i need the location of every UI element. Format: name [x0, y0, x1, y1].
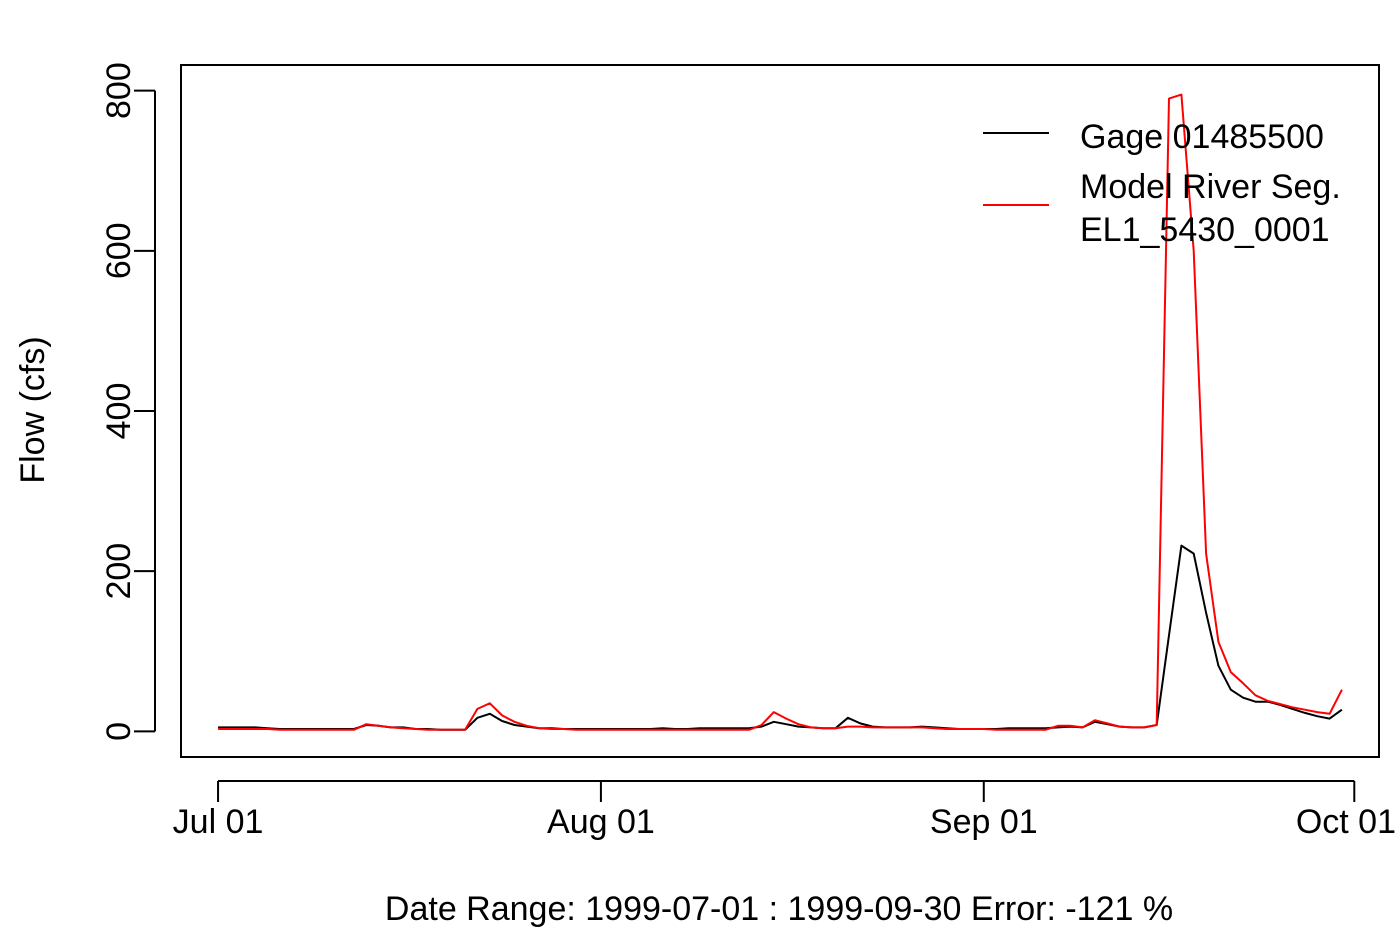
legend: Gage 01485500 Model River Seg. EL1_5430_… — [983, 118, 1350, 249]
legend-model-label: Model River Seg. EL1_5430_0001 — [1080, 168, 1350, 249]
x-axis: Jul 01 Aug 01 Sep 01 Oct 01 — [173, 780, 1396, 841]
y-axis: 0 200 400 600 800 — [100, 62, 156, 741]
x-tick-label: Sep 01 — [930, 803, 1038, 841]
x-tick-label: Oct 01 — [1296, 803, 1396, 841]
x-tick-label: Jul 01 — [173, 803, 264, 841]
plot-frame — [180, 64, 1380, 758]
y-tick-label: 0 — [100, 722, 138, 741]
y-axis-label: Flow (cfs) — [14, 336, 52, 483]
legend-gage-label: Gage 01485500 — [1080, 118, 1324, 156]
y-tick-label: 200 — [100, 543, 138, 600]
series-gage-line — [218, 544, 1343, 731]
series-model-line — [218, 93, 1343, 731]
x-axis-label: Date Range: 1999-07-01 : 1999-09-30 Erro… — [385, 890, 1173, 928]
legend-model-label-line2: EL1_5430_0001 — [1080, 211, 1330, 249]
series-lines — [218, 93, 1343, 731]
x-tick-label: Aug 01 — [547, 803, 655, 841]
y-tick-label: 800 — [100, 62, 138, 119]
legend-model-label-line1: Model River Seg. — [1080, 168, 1341, 206]
y-tick-label: 400 — [100, 383, 138, 440]
y-tick-label: 600 — [100, 222, 138, 279]
